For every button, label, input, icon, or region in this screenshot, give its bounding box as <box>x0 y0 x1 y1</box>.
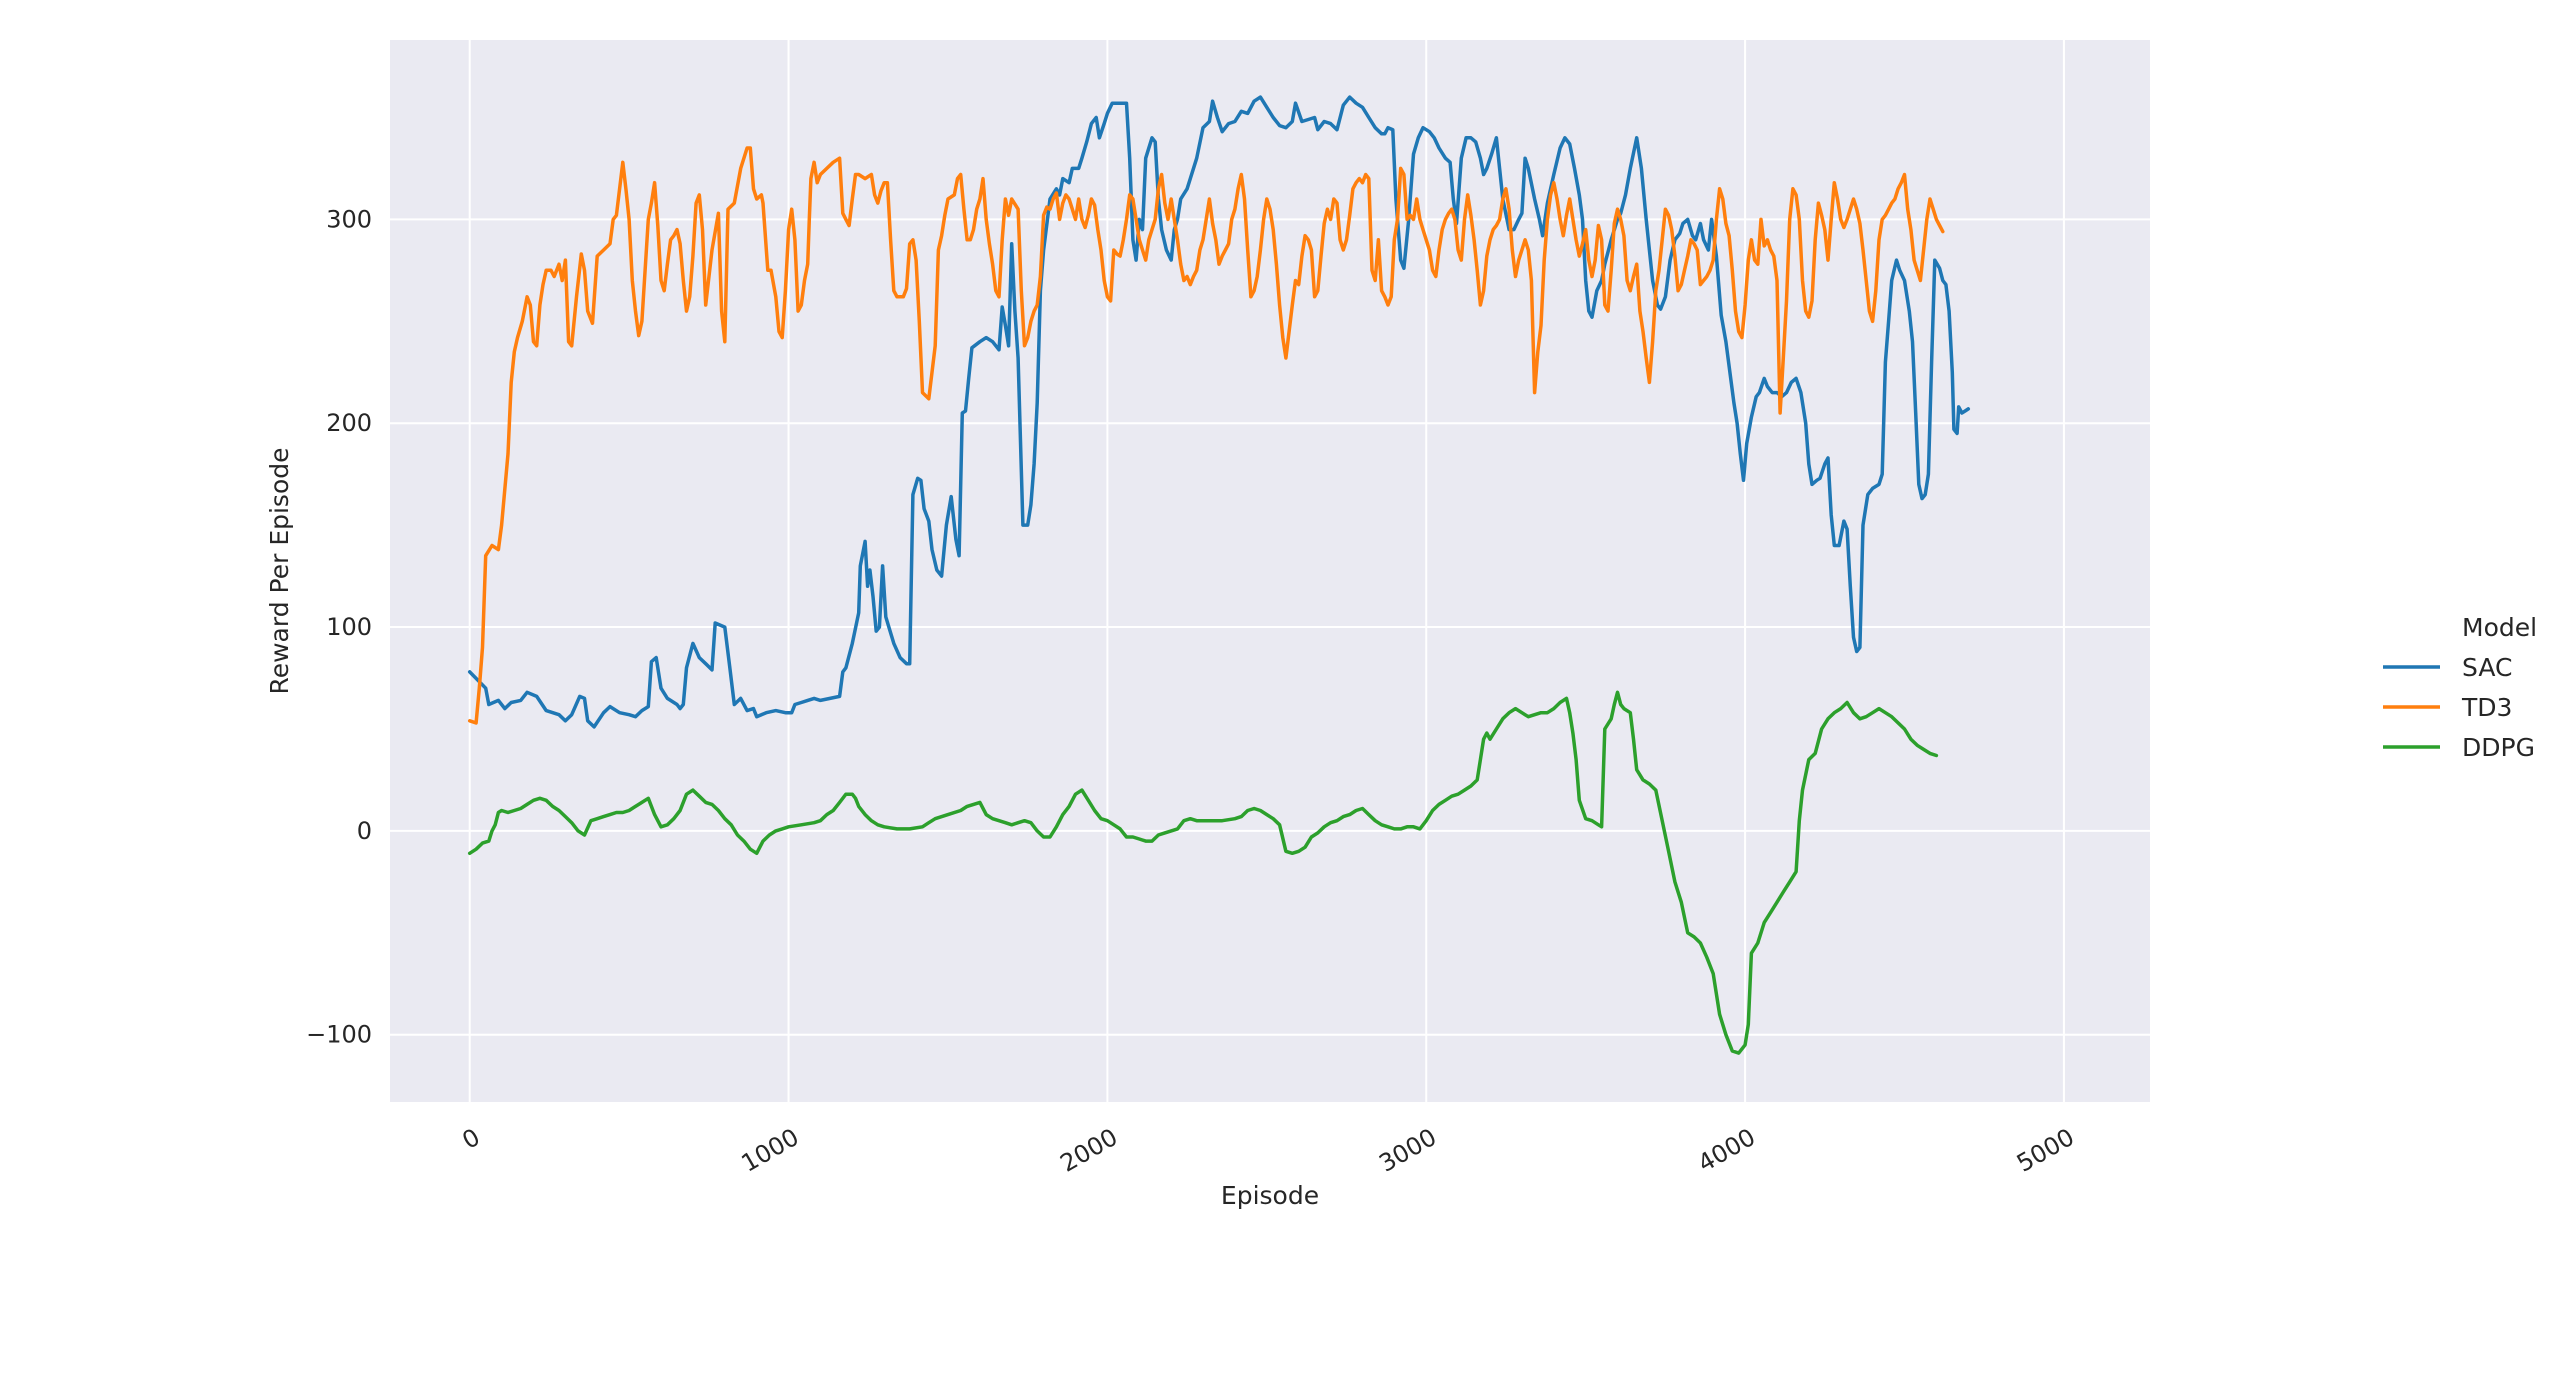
series-line-ddpg <box>467 690 1939 1055</box>
x-tick-label: 1000 <box>737 1123 804 1178</box>
series-layer <box>467 95 1971 1055</box>
plot-background <box>390 40 2150 1102</box>
y-axis-title: Reward Per Episode <box>265 447 294 694</box>
legend-label: DDPG <box>2462 733 2535 762</box>
y-tick-label: 300 <box>326 205 372 233</box>
series-line-sac <box>467 95 1971 729</box>
x-axis-title: Episode <box>1221 1181 1319 1210</box>
legend-title: Model <box>2462 613 2537 642</box>
legend-item-td3: TD3 <box>2383 693 2512 722</box>
y-tick-label: 0 <box>357 817 372 845</box>
legend-items: SAC TD3 DDPG <box>2383 653 2535 762</box>
legend-item-ddpg: DDPG <box>2383 733 2535 762</box>
y-axis-ticks: −100 0 100 200 300 <box>306 205 372 1048</box>
series-line-td3 <box>467 146 1945 725</box>
x-tick-label: 4000 <box>1693 1123 1760 1178</box>
legend: Model SAC TD3 DDPG <box>2383 613 2537 762</box>
x-tick-label: 5000 <box>2012 1123 2079 1178</box>
legend-label: TD3 <box>2461 693 2512 722</box>
y-tick-label: 100 <box>326 613 372 641</box>
x-tick-label: 3000 <box>1374 1123 1441 1178</box>
x-tick-label: 0 <box>457 1123 484 1155</box>
grid-lines <box>390 40 2150 1102</box>
legend-item-sac: SAC <box>2383 653 2512 682</box>
y-tick-label: 200 <box>326 409 372 437</box>
x-axis-ticks: 0 1000 2000 3000 4000 5000 <box>457 1123 2078 1178</box>
y-tick-label: −100 <box>306 1021 372 1049</box>
x-tick-label: 2000 <box>1055 1123 1122 1178</box>
legend-label: SAC <box>2462 653 2512 682</box>
